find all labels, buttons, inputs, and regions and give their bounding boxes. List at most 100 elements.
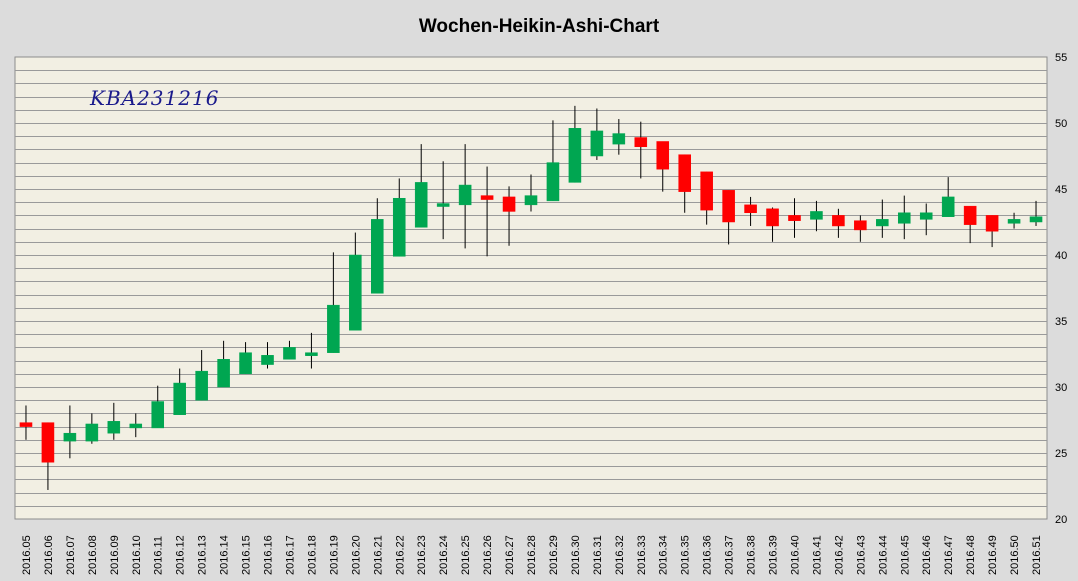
candle bbox=[107, 402, 121, 440]
candle bbox=[195, 350, 208, 401]
candle bbox=[678, 154, 691, 213]
candle-body bbox=[129, 423, 143, 429]
candle bbox=[217, 340, 230, 388]
candle bbox=[41, 422, 55, 490]
x-tick-label: 2016.28 bbox=[526, 535, 538, 575]
candle-body bbox=[546, 162, 560, 202]
candle bbox=[480, 166, 494, 257]
x-tick-label: 2016.16 bbox=[263, 535, 275, 575]
candle bbox=[634, 121, 648, 179]
x-tick-label: 2016.27 bbox=[504, 535, 516, 575]
candle bbox=[239, 342, 252, 375]
candle-body bbox=[590, 130, 604, 157]
x-tick-label: 2016.21 bbox=[372, 535, 384, 575]
candle bbox=[590, 108, 604, 160]
candle-body bbox=[919, 212, 933, 220]
candle-body bbox=[897, 212, 911, 224]
candle-body bbox=[195, 370, 208, 401]
x-tick-label: 2016.43 bbox=[855, 535, 867, 575]
grid-lines bbox=[15, 70, 1047, 507]
candle bbox=[832, 208, 845, 238]
x-tick-label: 2016.08 bbox=[87, 535, 99, 575]
candle bbox=[1007, 212, 1021, 229]
candle bbox=[656, 141, 670, 192]
candle-body bbox=[480, 195, 494, 200]
candle bbox=[788, 198, 801, 238]
candle-body bbox=[63, 432, 77, 442]
candle-body bbox=[151, 401, 165, 429]
candles bbox=[19, 105, 1043, 490]
candle bbox=[349, 232, 362, 331]
x-tick-label: 2016.39 bbox=[768, 535, 780, 575]
x-axis: 2016.05 2016.06 2016.07 2016.08 2016.09 2016.… bbox=[21, 535, 1043, 575]
x-tick-label: 2016.06 bbox=[43, 535, 55, 575]
candle-body bbox=[941, 196, 955, 217]
candle bbox=[700, 171, 713, 225]
candle bbox=[524, 174, 538, 212]
x-tick-label: 2016.10 bbox=[131, 535, 143, 575]
candle-body bbox=[963, 205, 977, 225]
x-tick-label: 2016.48 bbox=[965, 535, 977, 575]
x-tick-label: 2016.11 bbox=[153, 536, 165, 575]
x-tick-label: 2016.17 bbox=[284, 535, 296, 575]
candle-body bbox=[788, 215, 801, 221]
candle-body bbox=[107, 421, 121, 434]
candle-body bbox=[722, 190, 735, 223]
candle bbox=[85, 413, 99, 444]
candle-body bbox=[436, 203, 450, 207]
y-tick-label: 50 bbox=[1055, 118, 1067, 130]
candle bbox=[261, 342, 274, 369]
x-tick-label: 2016.42 bbox=[833, 535, 845, 575]
y-tick-label: 25 bbox=[1055, 448, 1067, 460]
candle bbox=[963, 205, 977, 244]
y-axis: 20 25 30 35 40 45 50 55 bbox=[1055, 52, 1067, 526]
candle-body bbox=[744, 204, 757, 214]
y-tick-label: 30 bbox=[1055, 382, 1067, 394]
candle-body bbox=[568, 128, 582, 183]
candle-body bbox=[261, 355, 274, 365]
candle-body bbox=[612, 133, 626, 145]
candle-body bbox=[1007, 219, 1021, 224]
x-tick-label: 2016.29 bbox=[548, 535, 560, 575]
candle-body bbox=[327, 304, 340, 353]
x-tick-label: 2016.26 bbox=[482, 535, 494, 575]
candle bbox=[854, 215, 867, 242]
chart-annotation: KBA231216 bbox=[89, 86, 219, 110]
candle bbox=[129, 413, 143, 438]
y-tick-label: 40 bbox=[1055, 250, 1067, 262]
x-tick-label: 2016.35 bbox=[680, 535, 692, 575]
x-tick-label: 2016.38 bbox=[746, 535, 758, 575]
candle bbox=[305, 332, 318, 369]
plot-background bbox=[14, 56, 1048, 520]
candle bbox=[327, 252, 340, 353]
x-tick-label: 2016.32 bbox=[614, 535, 626, 575]
x-tick-label: 2016.12 bbox=[175, 535, 187, 575]
y-tick-label: 55 bbox=[1055, 52, 1067, 64]
candle bbox=[941, 177, 955, 217]
candle-body bbox=[502, 196, 516, 212]
x-tick-label: 2016.09 bbox=[109, 535, 121, 575]
x-tick-label: 2016.18 bbox=[306, 535, 318, 575]
x-tick-label: 2016.33 bbox=[636, 535, 648, 575]
candle bbox=[546, 120, 560, 202]
candle-body bbox=[173, 382, 186, 415]
x-tick-label: 2016.34 bbox=[658, 535, 670, 575]
x-tick-label: 2016.31 bbox=[592, 535, 604, 575]
x-tick-label: 2016.41 bbox=[811, 535, 823, 575]
candle bbox=[63, 405, 77, 459]
candle-body bbox=[283, 347, 296, 360]
x-tick-label: 2016.15 bbox=[241, 535, 253, 575]
x-tick-label: 2016.49 bbox=[987, 535, 999, 575]
candle-body bbox=[876, 219, 889, 227]
candle-body bbox=[810, 211, 823, 220]
y-tick-label: 35 bbox=[1055, 316, 1067, 328]
candle bbox=[810, 200, 823, 232]
candle bbox=[612, 119, 626, 155]
candle-body bbox=[85, 423, 99, 442]
candle bbox=[568, 105, 582, 183]
candle bbox=[173, 368, 186, 415]
candle bbox=[766, 207, 779, 242]
x-tick-label: 2016.51 bbox=[1031, 535, 1043, 575]
x-tick-label: 2016.13 bbox=[197, 535, 209, 575]
